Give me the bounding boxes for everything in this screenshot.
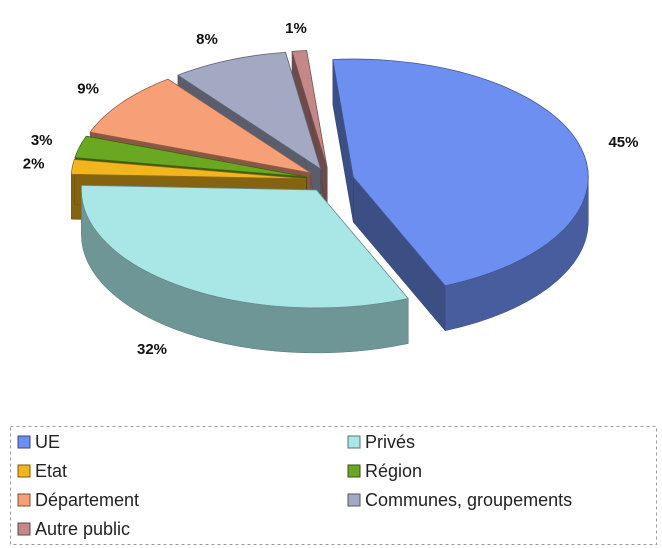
data-label: 9% (77, 81, 99, 98)
slice (81, 184, 409, 309)
legend-swatch (17, 464, 31, 478)
slice (89, 78, 311, 174)
data-label: 45% (608, 134, 638, 151)
data-label: 32% (137, 341, 167, 358)
slice (291, 50, 328, 169)
legend-swatch (17, 435, 31, 449)
legend-swatch (17, 493, 31, 507)
legend-label: Communes, groupements (365, 490, 572, 510)
data-label: 2% (23, 156, 45, 173)
legend-label: Région (365, 461, 422, 481)
legend-swatch (347, 493, 361, 507)
slice (177, 51, 322, 170)
data-label: 3% (31, 132, 53, 149)
legend-swatch (347, 435, 361, 449)
legend-label: Autre public (35, 519, 130, 539)
slice (74, 135, 307, 178)
slice (70, 159, 307, 180)
legend-swatch (17, 522, 31, 536)
legend-label: Etat (35, 461, 67, 481)
legend-label: UE (35, 432, 60, 452)
legend-label: Département (35, 490, 139, 510)
legend-label: Privés (365, 432, 415, 452)
data-label: 1% (285, 20, 307, 37)
slice (332, 58, 589, 287)
data-label: 8% (196, 31, 218, 48)
legend-swatch (347, 464, 361, 478)
legend-box (10, 426, 657, 545)
